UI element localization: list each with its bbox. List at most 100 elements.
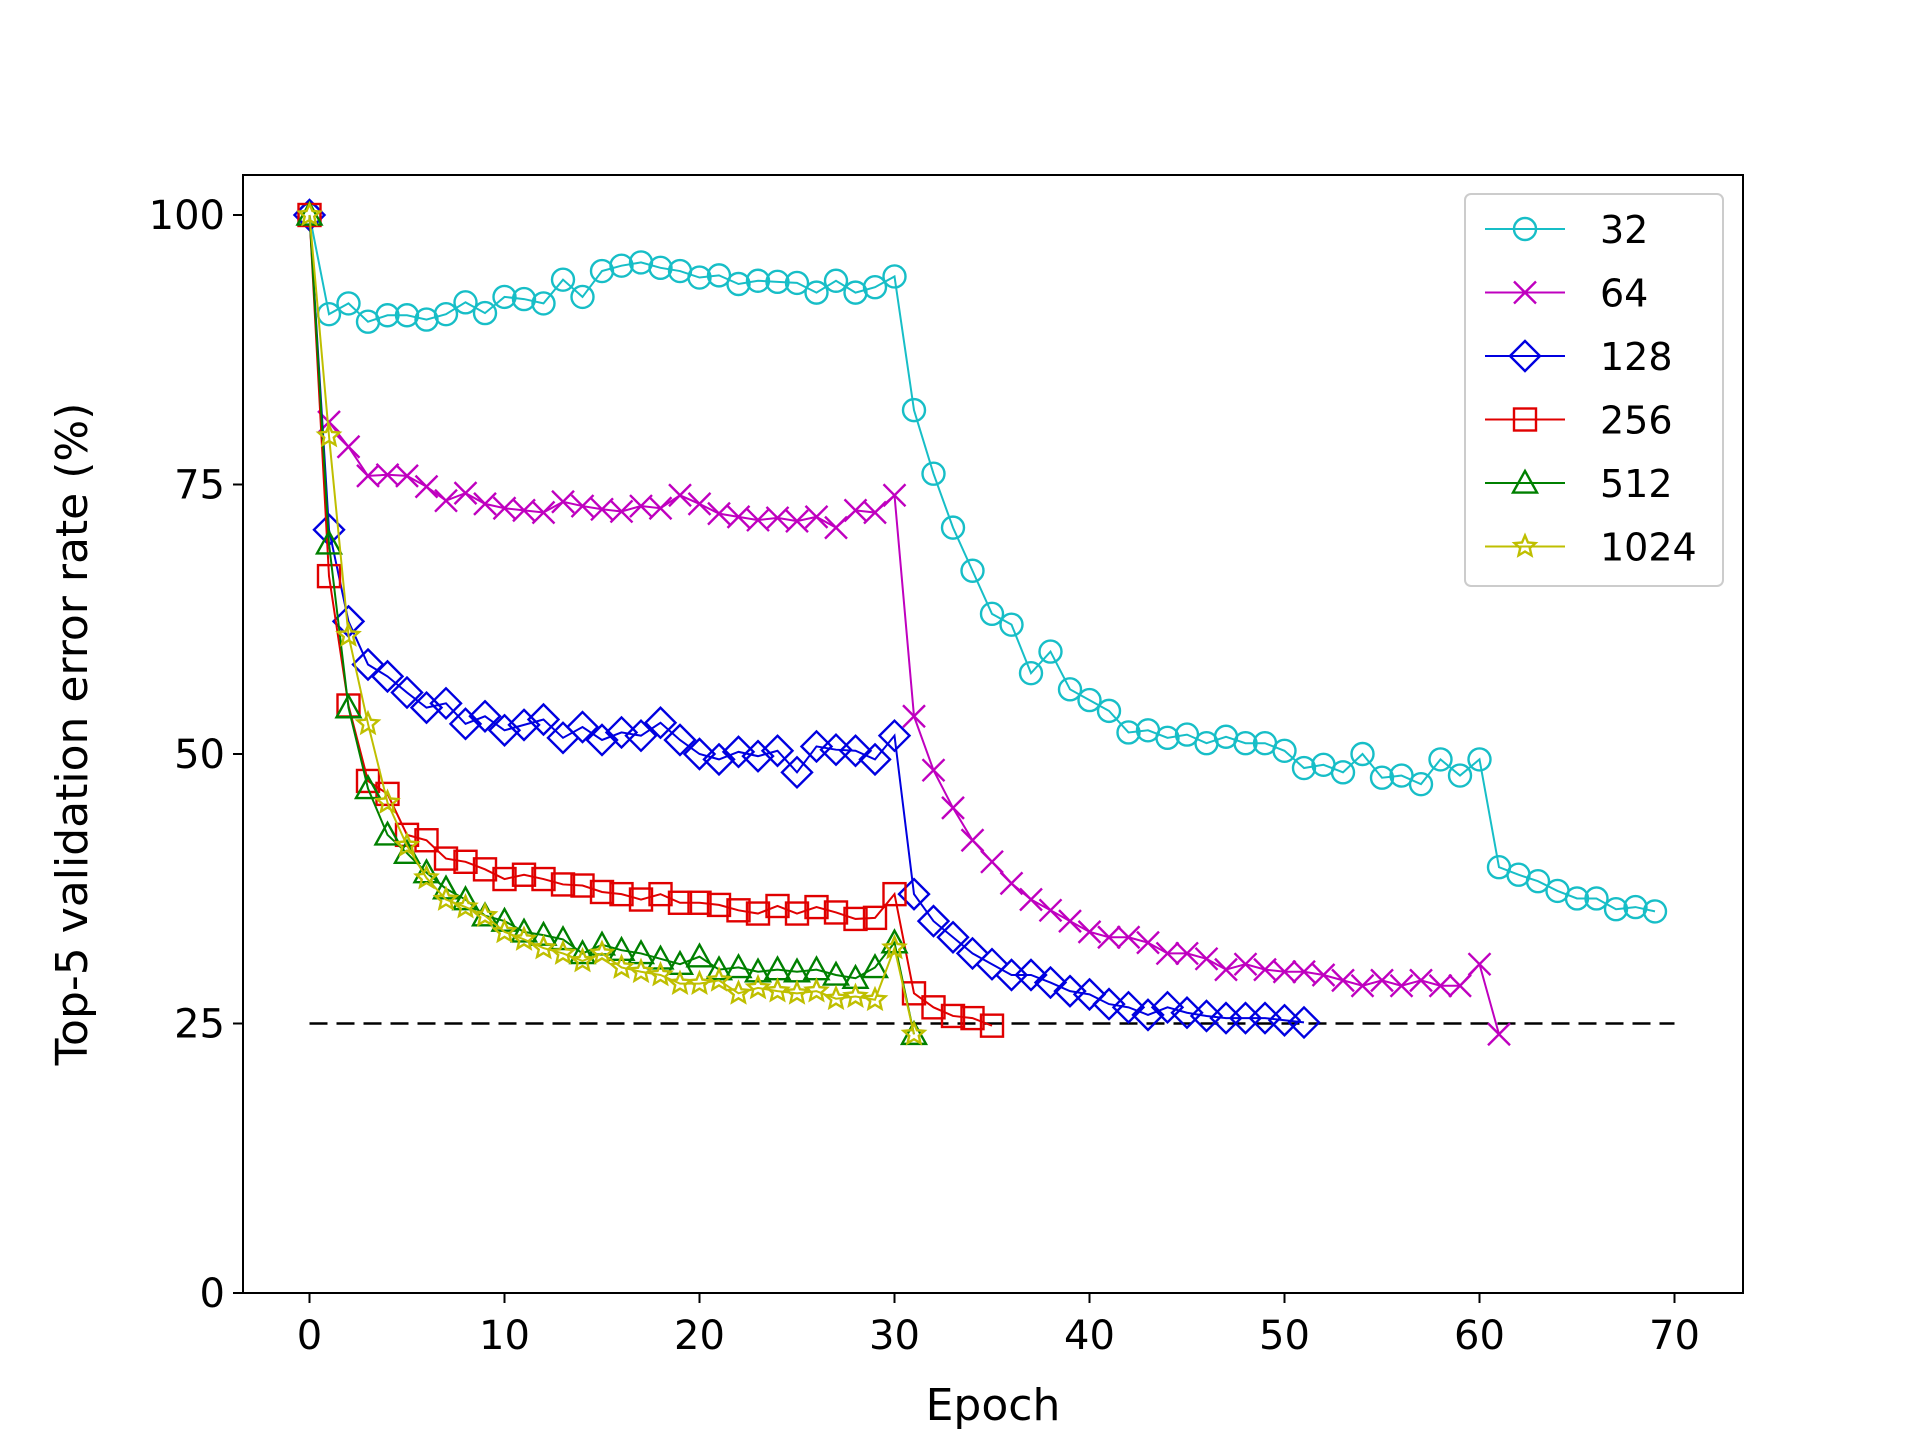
data-point-64 xyxy=(1136,930,1160,955)
data-point-128 xyxy=(1053,974,1087,1008)
data-point-32 xyxy=(1408,771,1434,797)
data-point-32 xyxy=(940,515,966,540)
data-point-32 xyxy=(979,601,1005,627)
data-point-32 xyxy=(726,271,751,297)
x-tick-label: 30 xyxy=(869,1313,920,1359)
data-point-128 xyxy=(390,675,424,710)
data-point-1024 xyxy=(842,982,869,1008)
data-point-256 xyxy=(921,995,946,1020)
data-point-64 xyxy=(395,464,419,488)
x-axis: 0 10 20 30 40 50 60 70 xyxy=(297,1293,1700,1359)
data-point-512 xyxy=(568,938,597,965)
data-point-256 xyxy=(823,900,849,925)
data-point-32 xyxy=(1564,886,1590,911)
legend-item-128: 128 xyxy=(1485,335,1673,379)
data-point-1024 xyxy=(588,939,616,965)
data-point-128 xyxy=(1150,990,1185,1025)
data-point-32 xyxy=(1428,747,1453,772)
data-point-256 xyxy=(687,890,712,915)
data-point-64 xyxy=(414,474,439,499)
data-point-64 xyxy=(375,462,400,487)
data-point-64 xyxy=(746,508,770,532)
data-point-128 xyxy=(1111,990,1146,1025)
y-tick-label: 0 xyxy=(200,1271,225,1317)
data-point-64 xyxy=(453,481,478,505)
data-point-128 xyxy=(741,739,775,773)
data-point-128 xyxy=(1170,996,1204,1030)
data-point-32 xyxy=(1096,698,1122,724)
data-point-128 xyxy=(780,755,814,790)
legend-item-64: 64 xyxy=(1485,272,1648,316)
data-point-64 xyxy=(1058,909,1082,933)
data-point-64 xyxy=(882,483,907,508)
data-point-128 xyxy=(1072,977,1107,1012)
data-point-128 xyxy=(1033,965,1068,1000)
data-point-128 xyxy=(448,707,483,741)
data-point-256 xyxy=(901,981,927,1006)
data-point-64 xyxy=(1194,946,1219,971)
data-point-32 xyxy=(472,300,498,326)
data-point-512 xyxy=(685,942,714,968)
data-point-64 xyxy=(765,506,790,530)
data-point-1024 xyxy=(647,960,674,987)
series-32 xyxy=(297,202,1668,924)
data-point-32 xyxy=(453,290,478,315)
data-point-128 xyxy=(487,713,522,747)
data-point-512 xyxy=(314,529,344,555)
data-point-32 xyxy=(745,268,771,293)
data-point-32 xyxy=(901,397,927,423)
data-point-64 xyxy=(1292,959,1316,984)
data-point-1024 xyxy=(861,985,889,1012)
data-point-512 xyxy=(646,944,675,970)
series-128 xyxy=(292,198,1321,1040)
data-point-512 xyxy=(509,917,539,943)
data-point-64 xyxy=(512,498,536,523)
data-point-256 xyxy=(979,1013,1005,1038)
legend-label: 512 xyxy=(1600,462,1673,506)
data-point-64 xyxy=(570,494,595,518)
data-point-256 xyxy=(570,873,595,898)
data-point-32 xyxy=(999,612,1024,637)
data-point-128 xyxy=(1092,987,1126,1021)
data-point-32 xyxy=(394,303,420,328)
data-point-128 xyxy=(975,947,1009,981)
data-point-32 xyxy=(823,268,849,293)
data-point-1024 xyxy=(315,421,343,448)
data-point-64 xyxy=(863,500,887,525)
data-point-32 xyxy=(804,280,829,305)
data-point-32 xyxy=(1467,747,1492,772)
data-point-256 xyxy=(355,768,381,794)
data-point-512 xyxy=(353,774,383,800)
data-point-1024 xyxy=(803,977,830,1003)
data-point-32 xyxy=(1057,677,1083,702)
y-axis-label: Top-5 validation error rate (%) xyxy=(47,403,98,1067)
data-point-128 xyxy=(643,706,678,740)
data-point-512 xyxy=(373,820,402,846)
data-point-256 xyxy=(940,1003,966,1029)
data-point-256 xyxy=(550,872,576,897)
data-point-64 xyxy=(1487,1022,1511,1047)
data-point-512 xyxy=(529,920,558,946)
data-point-128 xyxy=(1287,1005,1321,1040)
data-point-64 xyxy=(687,492,712,516)
data-point-1024 xyxy=(705,966,733,992)
data-point-256 xyxy=(804,894,829,920)
data-point-64 xyxy=(1097,925,1121,950)
data-point-32 xyxy=(531,291,556,316)
data-point-32 xyxy=(1623,894,1648,920)
data-point-32 xyxy=(862,275,888,300)
data-point-64 xyxy=(902,704,926,729)
data-point-1024 xyxy=(822,984,850,1011)
data-point-32 xyxy=(1603,897,1629,922)
data-point-64 xyxy=(1253,957,1277,982)
data-point-64 xyxy=(492,496,517,521)
data-point-256 xyxy=(453,849,478,874)
data-point-32 xyxy=(882,264,907,289)
data-point-1024 xyxy=(510,925,538,951)
data-point-32 xyxy=(784,270,810,296)
data-point-64 xyxy=(1350,973,1375,998)
data-point-256 xyxy=(843,906,868,932)
data-point-32 xyxy=(1272,738,1297,763)
data-point-512 xyxy=(724,952,753,979)
data-point-1024 xyxy=(413,863,440,890)
